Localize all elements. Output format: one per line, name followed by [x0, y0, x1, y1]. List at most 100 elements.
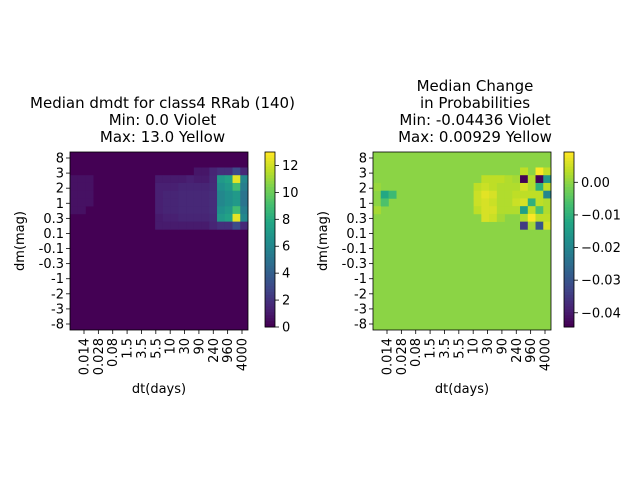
- chart-1-heatmap-cell: [193, 182, 202, 191]
- chart-1-heatmap-cell: [162, 198, 171, 207]
- chart-1-x-tick-label: 10: [164, 338, 179, 355]
- chart-1-heatmap-cell: [240, 198, 249, 207]
- chart-2-colorbar-segment: [564, 309, 574, 313]
- chart-1-colorbar-segment: [265, 271, 275, 275]
- chart-1-colorbar-segment: [265, 201, 275, 205]
- chart-1-heatmap-cell: [162, 190, 171, 199]
- chart-2-heatmap-cell: [496, 175, 505, 184]
- chart-2-heatmap-cell: [520, 221, 529, 230]
- chart-2-heatmap-cell: [473, 198, 482, 207]
- chart-1-heatmap-cell: [209, 190, 218, 199]
- chart-1-heatmap-cell: [162, 182, 171, 191]
- chart-2-colorbar-segment: [564, 184, 574, 188]
- chart-1-heatmap-cell: [217, 175, 226, 184]
- chart-1-colorbar-segment: [265, 242, 275, 246]
- chart-1-heatmap-cell: [240, 175, 249, 184]
- chart-2-colorbar-segment: [564, 187, 574, 191]
- chart-1-heatmap-cell: [155, 175, 164, 184]
- chart-1-x-tick-label: 0.08: [106, 338, 121, 367]
- chart-1-colorbar-tick-label: 10: [282, 186, 299, 201]
- chart-1-heatmap-cell: [186, 221, 195, 230]
- chart-1-colorbar-segment: [265, 166, 275, 170]
- chart-2-colorbar-segment: [564, 303, 574, 308]
- chart-1-colorbar-segment: [265, 160, 275, 165]
- chart-2-heatmap-cell: [489, 198, 498, 207]
- chart-1-colorbar-segment: [265, 184, 275, 188]
- chart-1-heatmap-cell: [217, 213, 226, 222]
- chart-1-heatmap-cell: [232, 182, 241, 191]
- chart-1-heatmap-cell: [186, 213, 195, 222]
- chart-2-heatmap-cell: [527, 198, 536, 207]
- chart-2-heatmap-cell: [504, 182, 513, 191]
- chart-1-colorbar-segment: [265, 175, 275, 179]
- chart-1-heatmap-cell: [170, 221, 179, 230]
- chart-1-heatmap-cell: [155, 206, 164, 215]
- chart-2-heatmap-cell: [512, 206, 521, 215]
- chart-2-colorbar-segment: [564, 257, 574, 261]
- chart-1-colorbar-tick-label: 4: [282, 267, 290, 282]
- chart-1-heatmap-cell: [217, 221, 226, 230]
- chart-2-x-tick-label: 30: [481, 338, 496, 355]
- chart-1-heatmap-cell: [217, 198, 226, 207]
- chart-1-colorbar-segment: [265, 312, 275, 316]
- chart-1-heatmap-cell: [201, 182, 210, 191]
- chart-1-heatmap-cell: [193, 175, 202, 184]
- chart-1-heatmap-cell: [155, 182, 164, 191]
- chart-2-colorbar-segment: [564, 259, 574, 264]
- chart-1-heatmap-cell: [240, 206, 249, 215]
- chart-1-heatmap-cell: [77, 198, 86, 207]
- chart-2-heatmap-cell: [535, 190, 544, 199]
- chart-1-colorbar-segment: [265, 265, 275, 270]
- chart-1-heatmap-cell: [162, 221, 171, 230]
- chart-1-heatmap-cell: [170, 175, 179, 184]
- chart-2-y-tick-label: -0.1: [342, 242, 367, 257]
- chart-1-heatmap-cell: [186, 175, 195, 184]
- chart-2-colorbar-segment: [564, 289, 574, 293]
- chart-1-heatmap-cell: [224, 167, 233, 176]
- chart-1-heatmap-cell: [240, 190, 249, 199]
- chart-1-colorbar-segment: [265, 178, 275, 182]
- chart-2-x-tick-label: 1.5: [424, 338, 439, 359]
- chart-2-colorbar-segment: [564, 227, 574, 232]
- chart-1-x-tick-label: 960: [221, 338, 236, 363]
- chart-2-heatmap-cell: [527, 206, 536, 215]
- chart-1-heatmap-cell: [85, 175, 94, 184]
- chart-2-heatmap-cell: [473, 190, 482, 199]
- chart-2-heatmap-cell: [512, 182, 521, 191]
- chart-2-colorbar-segment: [564, 294, 574, 299]
- chart-2-heatmap-cell: [388, 190, 397, 199]
- chart-1-colorbar-segment: [265, 236, 275, 240]
- chart-2-colorbar-segment: [564, 175, 574, 179]
- chart-1-colorbar-segment: [265, 309, 275, 313]
- chart-2-heatmap-cell: [489, 213, 498, 222]
- chart-1-heatmap-cell: [232, 221, 241, 230]
- chart-1-heatmap-cell: [232, 206, 241, 215]
- chart-2-x-tick-label: 0.028: [395, 338, 410, 375]
- chart-2-colorbar-segment: [564, 321, 574, 325]
- chart-1-heatmap-cell: [170, 182, 179, 191]
- chart-1-y-tick-label: 0.1: [43, 227, 64, 242]
- chart-1-colorbar-segment: [265, 172, 275, 176]
- chart-1-y-tick-label: -3: [51, 302, 64, 317]
- chart-1-heatmap-cell: [232, 175, 241, 184]
- chart-1-colorbar-segment: [265, 254, 275, 258]
- chart-2-y-tick-label: -2: [354, 287, 367, 302]
- chart-1-heatmap-cell: [77, 175, 86, 184]
- chart-1-colorbar-segment: [265, 187, 275, 191]
- chart-1-heatmap-cell: [224, 206, 233, 215]
- chart-1-heatmap-cell: [217, 206, 226, 215]
- chart-2-colorbar-segment: [564, 172, 574, 176]
- chart-2-colorbar-segment: [564, 254, 574, 258]
- chart-2-heatmap-cell: [489, 190, 498, 199]
- chart-1-heatmap-cell: [155, 198, 164, 207]
- chart-2-colorbar-segment: [564, 292, 574, 296]
- chart-1-colorbar-segment: [265, 222, 275, 226]
- chart-1-colorbar-segment: [265, 169, 275, 173]
- chart-1-heatmap-cell: [209, 221, 218, 230]
- chart-2-x-tick-label: 3.5: [438, 338, 453, 359]
- chart-1-y-tick-label: 3: [56, 167, 64, 182]
- chart-2-colorbar-segment: [564, 233, 574, 238]
- chart-1-heatmap-cell: [209, 182, 218, 191]
- chart-2-colorbar-segment: [564, 152, 574, 156]
- chart-2-colorbar-segment: [564, 216, 574, 220]
